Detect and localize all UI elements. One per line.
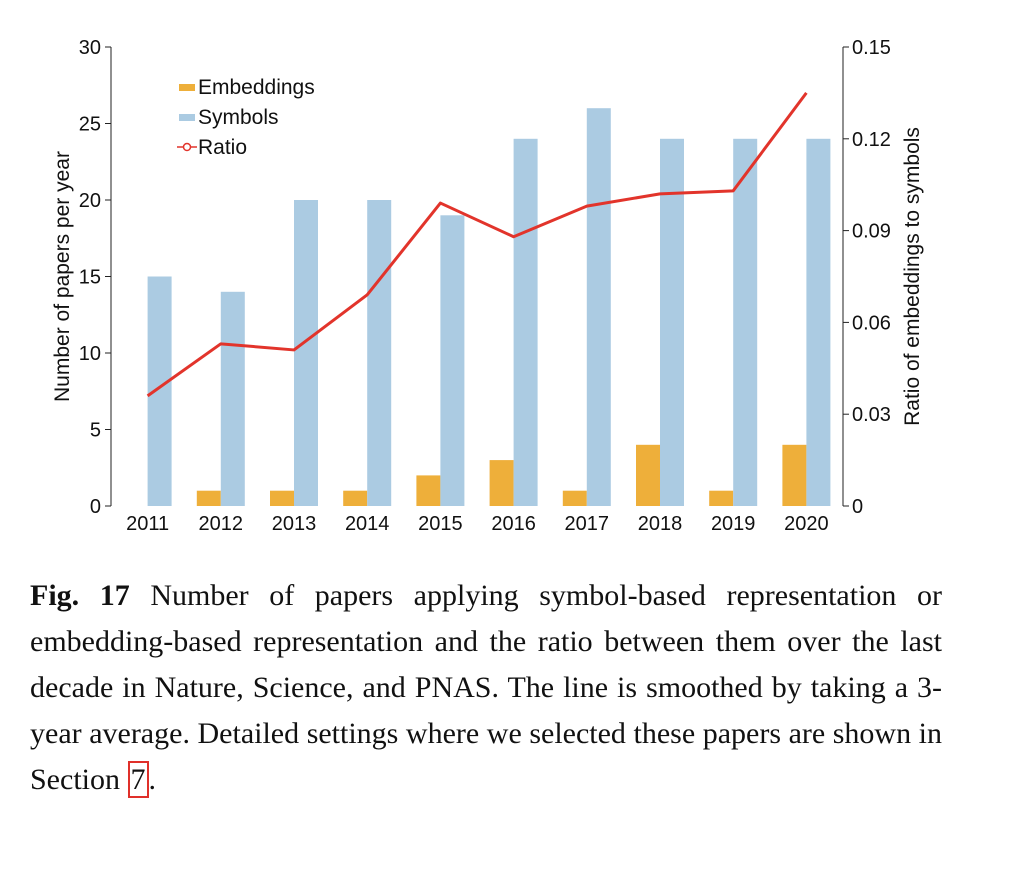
x-tick-label: 2014	[345, 513, 390, 535]
left-tick-label: 30	[79, 37, 101, 59]
y-axis-title: Number of papers per year	[51, 151, 74, 402]
bar-embeddings	[343, 490, 368, 506]
x-tick-label: 2015	[418, 513, 463, 535]
bar-symbols	[294, 200, 318, 506]
y2-axis-title: Ratio of embeddings to symbols	[901, 127, 924, 426]
section-link[interactable]: 7	[127, 761, 149, 798]
caption-end: .	[148, 763, 157, 796]
bar-embeddings	[489, 460, 514, 506]
left-tick-label: 0	[90, 496, 101, 518]
x-tick-label: 2011	[126, 513, 169, 535]
right-tick-label: 0.06	[852, 312, 891, 334]
legend-marker-ratio	[182, 142, 192, 152]
figure-label: Fig. 17	[30, 579, 130, 612]
legend-label-symbols: Symbols	[198, 106, 279, 129]
bar-embeddings	[636, 444, 660, 506]
right-tick-label: 0.15	[852, 37, 891, 59]
bar-symbols	[513, 138, 538, 507]
bar-embeddings	[562, 490, 587, 506]
bar-embeddings	[416, 475, 441, 506]
chart-axes: 0 5 10 15 20 25 30 0 0.03 0.06 0.09 0.12 0.15 2011 201…	[51, 37, 924, 535]
bar-symbols	[586, 108, 611, 506]
right-tick-label: 0.03	[852, 404, 891, 426]
legend: Embeddings Symbols Ratio	[177, 76, 315, 159]
legend-label-embeddings: Embeddings	[198, 76, 315, 99]
left-tick-label: 10	[79, 343, 101, 365]
left-tick-label: 20	[79, 190, 101, 212]
bar-symbols	[367, 200, 392, 506]
figure-caption: Fig. 17 Number of papers applying symbol…	[30, 573, 942, 803]
x-tick-label: 2019	[711, 513, 756, 535]
left-tick-label: 15	[79, 267, 101, 289]
bar-symbols	[733, 138, 758, 507]
ratio-line-series	[146, 92, 808, 398]
combo-chart: 0 5 10 15 20 25 30 0 0.03 0.06 0.09 0.12 0.15 2011 201…	[51, 37, 924, 535]
x-tick-label: 2018	[638, 513, 683, 535]
right-tick-label: 0.09	[852, 221, 891, 243]
bar-embeddings	[709, 490, 734, 506]
x-tick-label: 2017	[565, 513, 610, 535]
x-tick-label: 2013	[272, 513, 317, 535]
right-tick-label: 0.12	[852, 129, 891, 151]
legend-swatch-embeddings	[179, 84, 195, 91]
left-tick-label: 25	[79, 114, 101, 136]
bar-embeddings	[196, 490, 221, 506]
bar-symbols	[440, 215, 465, 507]
caption-text: Number of papers applying symbol-based r…	[30, 579, 942, 796]
bar-symbols	[660, 138, 684, 507]
right-tick-label: 0	[852, 496, 863, 518]
bar-embeddings	[270, 490, 294, 506]
x-tick-label: 2020	[784, 513, 829, 535]
legend-label-ratio: Ratio	[198, 136, 247, 159]
bar-symbols	[806, 138, 831, 507]
bar-symbols	[220, 291, 245, 506]
ratio-line	[146, 92, 808, 398]
x-tick-label: 2016	[491, 513, 536, 535]
bar-series	[147, 108, 831, 507]
legend-swatch-symbols	[179, 114, 195, 121]
x-tick-label: 2012	[199, 513, 244, 535]
bar-embeddings	[782, 444, 807, 506]
left-tick-label: 5	[90, 420, 101, 442]
bar-symbols	[147, 276, 172, 506]
